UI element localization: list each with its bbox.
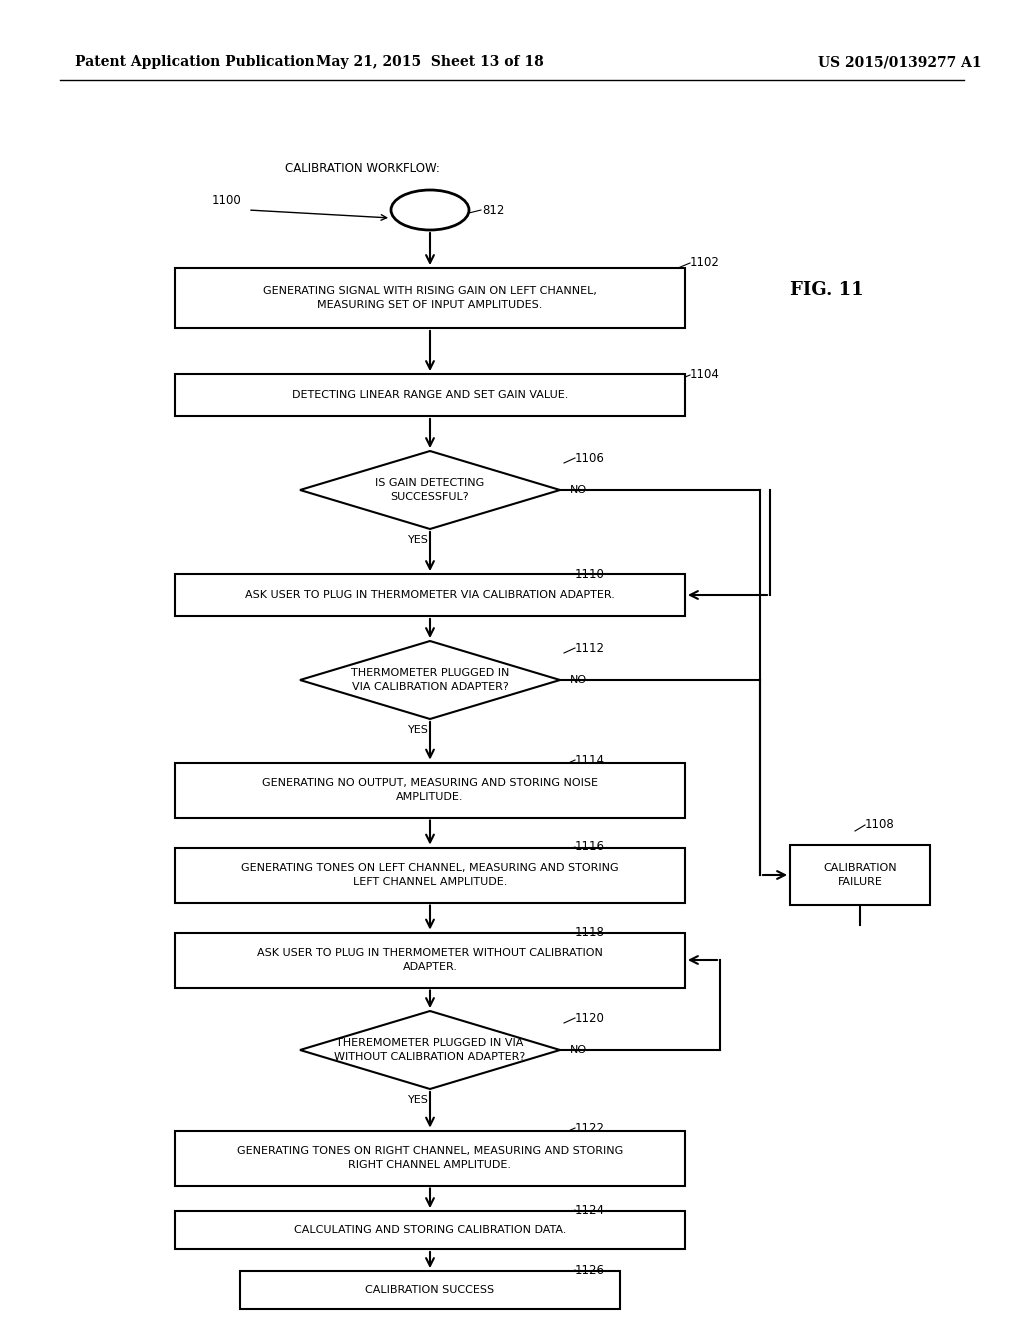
Text: US 2015/0139277 A1: US 2015/0139277 A1 <box>818 55 982 69</box>
Text: 1108: 1108 <box>865 818 895 832</box>
Ellipse shape <box>391 190 469 230</box>
Text: NO: NO <box>570 1045 587 1055</box>
Text: IS GAIN DETECTING
SUCCESSFUL?: IS GAIN DETECTING SUCCESSFUL? <box>376 478 484 502</box>
Bar <box>175 932 685 987</box>
Polygon shape <box>300 451 560 529</box>
Text: YES: YES <box>408 535 428 545</box>
Text: ASK USER TO PLUG IN THERMOMETER WITHOUT CALIBRATION
ADAPTER.: ASK USER TO PLUG IN THERMOMETER WITHOUT … <box>257 948 603 972</box>
Text: CALCULATING AND STORING CALIBRATION DATA.: CALCULATING AND STORING CALIBRATION DATA… <box>294 1225 566 1236</box>
Text: 1110: 1110 <box>575 568 605 581</box>
Text: 1122: 1122 <box>575 1122 605 1134</box>
Bar <box>240 1271 620 1309</box>
Text: May 21, 2015  Sheet 13 of 18: May 21, 2015 Sheet 13 of 18 <box>316 55 544 69</box>
Bar <box>175 847 685 903</box>
Text: GENERATING NO OUTPUT, MEASURING AND STORING NOISE
AMPLITUDE.: GENERATING NO OUTPUT, MEASURING AND STOR… <box>262 779 598 801</box>
Text: CALIBRATION SUCCESS: CALIBRATION SUCCESS <box>366 1284 495 1295</box>
Bar <box>790 845 930 906</box>
Text: FIG. 11: FIG. 11 <box>790 281 863 300</box>
Text: GENERATING TONES ON RIGHT CHANNEL, MEASURING AND STORING
RIGHT CHANNEL AMPLITUDE: GENERATING TONES ON RIGHT CHANNEL, MEASU… <box>237 1146 624 1170</box>
Text: 1102: 1102 <box>690 256 720 268</box>
Text: Patent Application Publication: Patent Application Publication <box>75 55 314 69</box>
Text: 1104: 1104 <box>690 368 720 381</box>
Text: 1112: 1112 <box>575 642 605 655</box>
Text: 1114: 1114 <box>575 754 605 767</box>
Text: 1124: 1124 <box>575 1204 605 1217</box>
Text: THERMOMETER PLUGGED IN
VIA CALIBRATION ADAPTER?: THERMOMETER PLUGGED IN VIA CALIBRATION A… <box>351 668 509 692</box>
Polygon shape <box>300 642 560 719</box>
Text: CALIBRATION WORKFLOW:: CALIBRATION WORKFLOW: <box>285 161 440 174</box>
Text: GENERATING SIGNAL WITH RISING GAIN ON LEFT CHANNEL,
MEASURING SET OF INPUT AMPLI: GENERATING SIGNAL WITH RISING GAIN ON LE… <box>263 286 597 310</box>
Text: ASK USER TO PLUG IN THERMOMETER VIA CALIBRATION ADAPTER.: ASK USER TO PLUG IN THERMOMETER VIA CALI… <box>245 590 615 601</box>
Bar <box>175 1130 685 1185</box>
Bar <box>175 763 685 817</box>
Text: THEREMOMETER PLUGGED IN VIA
WITHOUT CALIBRATION ADAPTER?: THEREMOMETER PLUGGED IN VIA WITHOUT CALI… <box>335 1039 525 1061</box>
Text: DETECTING LINEAR RANGE AND SET GAIN VALUE.: DETECTING LINEAR RANGE AND SET GAIN VALU… <box>292 389 568 400</box>
Text: NO: NO <box>570 484 587 495</box>
Text: 1116: 1116 <box>575 841 605 854</box>
Text: CALIBRATION
FAILURE: CALIBRATION FAILURE <box>823 863 897 887</box>
Text: 812: 812 <box>482 203 505 216</box>
Bar <box>175 574 685 616</box>
Text: 1126: 1126 <box>575 1263 605 1276</box>
Bar <box>175 268 685 327</box>
Bar <box>175 374 685 416</box>
Text: 1100: 1100 <box>212 194 242 206</box>
Text: YES: YES <box>408 1096 428 1105</box>
Text: GENERATING TONES ON LEFT CHANNEL, MEASURING AND STORING
LEFT CHANNEL AMPLITUDE.: GENERATING TONES ON LEFT CHANNEL, MEASUR… <box>242 863 618 887</box>
Polygon shape <box>300 1011 560 1089</box>
Text: 1120: 1120 <box>575 1011 605 1024</box>
Text: 1118: 1118 <box>575 927 605 940</box>
Text: YES: YES <box>408 725 428 735</box>
Bar <box>175 1210 685 1249</box>
Text: NO: NO <box>570 675 587 685</box>
Text: 1106: 1106 <box>575 451 605 465</box>
